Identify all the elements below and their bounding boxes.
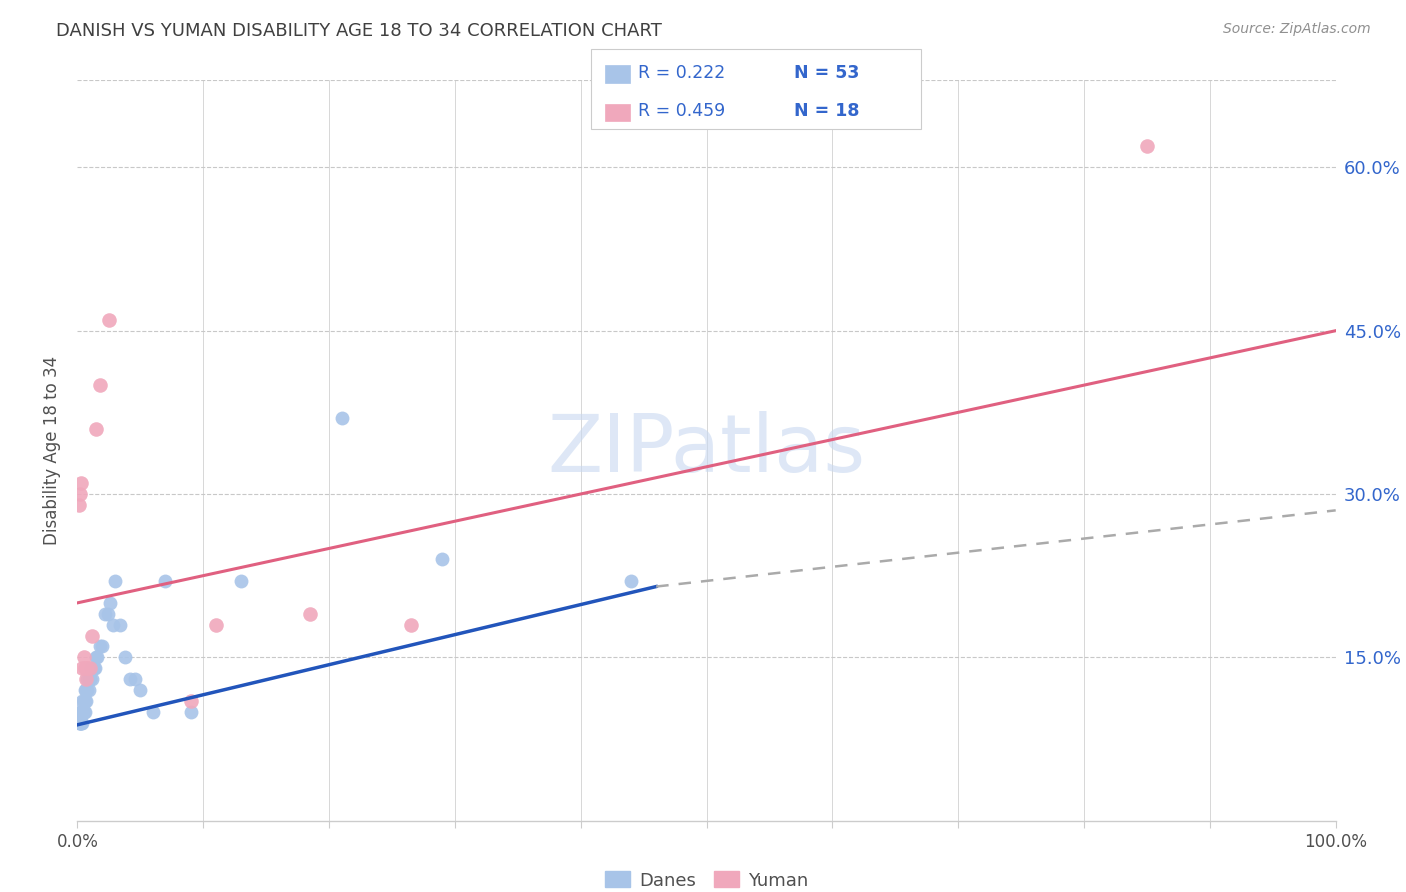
Point [75, 683, 97, 698]
Point [69, 487, 91, 501]
Point [129, 683, 152, 698]
Point [67, 715, 90, 730]
Point [89, 640, 111, 654]
Text: N = 53: N = 53 [794, 64, 859, 82]
Point [70, 705, 93, 719]
Point [79, 672, 101, 686]
Point [86, 650, 108, 665]
Point [72, 705, 94, 719]
Point [70, 715, 93, 730]
Point [70, 476, 93, 491]
Point [299, 607, 322, 621]
Text: ZIPatlas: ZIPatlas [547, 411, 866, 490]
Point [155, 574, 177, 588]
Point [180, 694, 202, 708]
Point [98, 596, 121, 610]
Point [77, 683, 100, 698]
Point [67, 498, 90, 512]
Point [72, 694, 94, 708]
Point [72, 705, 94, 719]
Point [79, 672, 101, 686]
Point [73, 661, 96, 675]
Point [75, 672, 97, 686]
Point [73, 694, 96, 708]
Point [82, 672, 104, 686]
Point [84, 422, 107, 436]
Point [104, 574, 127, 588]
Point [399, 617, 422, 632]
Point [72, 705, 94, 719]
Point [83, 661, 105, 675]
Point [70, 715, 93, 730]
Point [120, 672, 142, 686]
Point [229, 574, 252, 588]
Point [108, 617, 131, 632]
Point [69, 705, 91, 719]
Point [72, 715, 94, 730]
Point [91, 640, 114, 654]
Point [73, 705, 96, 719]
Point [69, 715, 91, 730]
Point [76, 661, 98, 675]
Point [76, 683, 98, 698]
Point [124, 672, 146, 686]
Point [69, 715, 91, 730]
Point [73, 683, 96, 698]
Point [72, 694, 94, 708]
Point [620, 574, 643, 588]
Text: Source: ZipAtlas.com: Source: ZipAtlas.com [1223, 22, 1371, 37]
Point [1136, 138, 1159, 153]
Point [76, 672, 98, 686]
Point [330, 410, 353, 425]
Point [432, 552, 454, 566]
Point [180, 705, 202, 719]
Point [84, 661, 107, 675]
Text: N = 18: N = 18 [794, 103, 860, 120]
Point [204, 617, 226, 632]
Point [142, 705, 165, 719]
Point [75, 683, 97, 698]
Point [97, 313, 120, 327]
Legend: Danes, Yuman: Danes, Yuman [598, 864, 815, 892]
Point [77, 672, 100, 686]
Point [72, 650, 94, 665]
Text: DANISH VS YUMAN DISABILITY AGE 18 TO 34 CORRELATION CHART: DANISH VS YUMAN DISABILITY AGE 18 TO 34 … [56, 22, 662, 40]
Point [72, 661, 94, 675]
Text: R = 0.459: R = 0.459 [638, 103, 725, 120]
Point [75, 694, 97, 708]
Point [89, 378, 111, 392]
Point [70, 705, 93, 719]
Point [96, 607, 118, 621]
Point [114, 650, 136, 665]
Point [79, 661, 101, 675]
Point [72, 694, 94, 708]
Y-axis label: Disability Age 18 to 34: Disability Age 18 to 34 [44, 356, 62, 545]
Point [80, 661, 103, 675]
Point [84, 650, 107, 665]
Point [101, 617, 124, 632]
Point [94, 607, 117, 621]
Point [82, 629, 104, 643]
Text: R = 0.222: R = 0.222 [638, 64, 725, 82]
Point [72, 705, 94, 719]
